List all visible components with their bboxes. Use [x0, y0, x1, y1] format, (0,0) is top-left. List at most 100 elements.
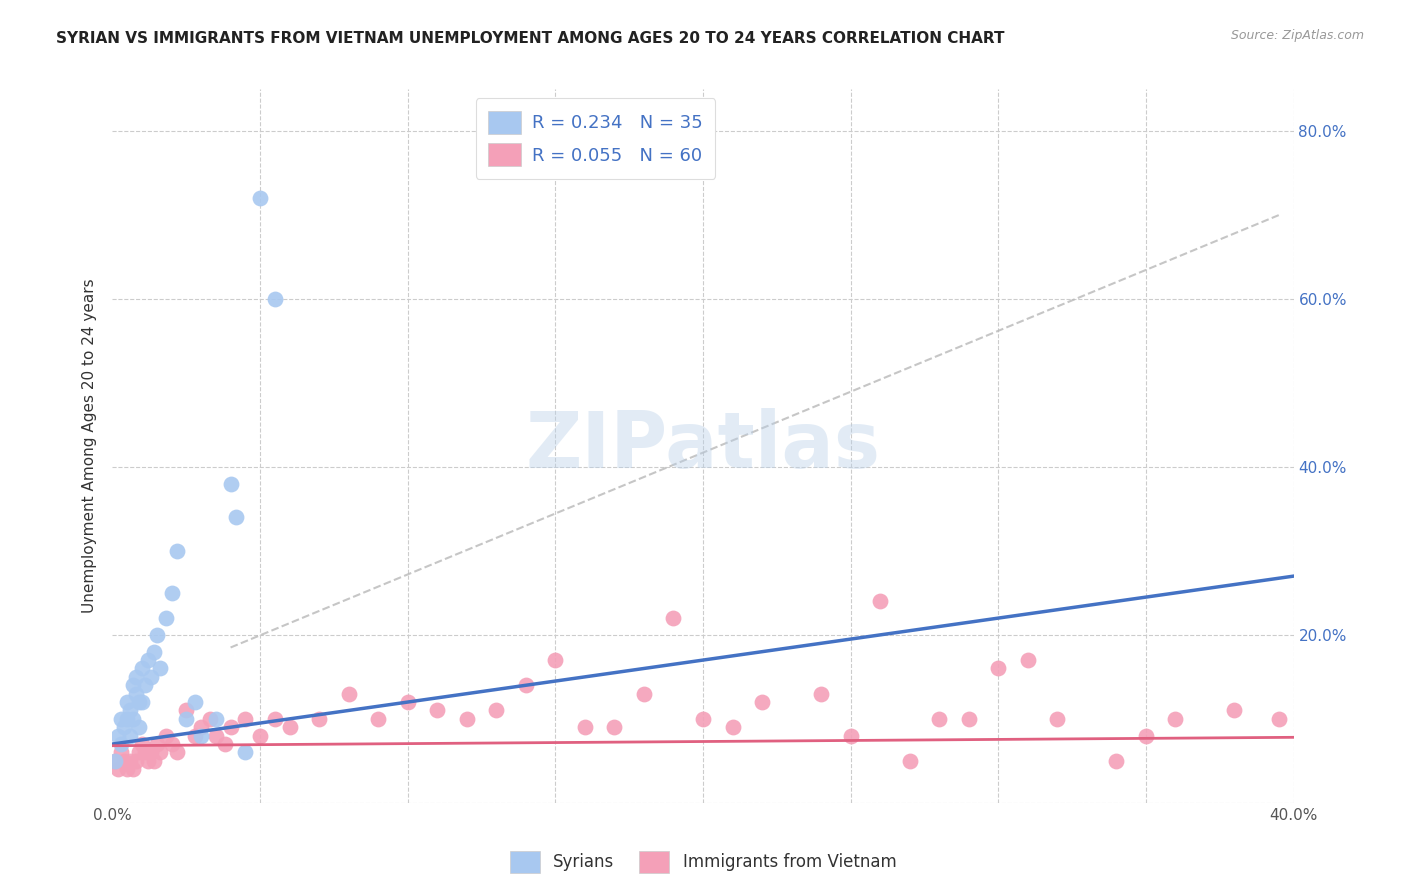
Point [198, 712, 221, 726]
Point [149, 661, 172, 675]
Y-axis label: Unemployment Among Ages 20 to 24 years: Unemployment Among Ages 20 to 24 years [82, 278, 97, 614]
Point [107, 729, 129, 743]
Point [160, 737, 183, 751]
Point [898, 754, 921, 768]
Point [485, 703, 508, 717]
Point [987, 661, 1010, 675]
Point [134, 746, 156, 760]
Point [139, 670, 162, 684]
Point [134, 678, 156, 692]
Point [155, 611, 177, 625]
Point [104, 754, 127, 768]
Point [174, 703, 197, 717]
Point [184, 695, 207, 709]
Point [142, 645, 165, 659]
Point [122, 712, 145, 726]
Point [142, 754, 165, 768]
Point [131, 737, 153, 751]
Point [205, 729, 228, 743]
Point [264, 712, 287, 726]
Point [149, 746, 172, 760]
Point [219, 476, 242, 491]
Point [662, 611, 685, 625]
Point [1105, 754, 1128, 768]
Point [190, 729, 212, 743]
Point [110, 737, 132, 751]
Point [928, 712, 950, 726]
Point [1135, 729, 1157, 743]
Point [233, 712, 256, 726]
Point [166, 746, 188, 760]
Point [104, 754, 127, 768]
Point [136, 653, 159, 667]
Point [396, 695, 419, 709]
Point [1017, 653, 1039, 667]
Point [692, 712, 714, 726]
Point [139, 746, 162, 760]
Point [120, 754, 142, 768]
Point [603, 720, 626, 734]
Point [128, 746, 150, 760]
Legend: Syrians, Immigrants from Vietnam: Syrians, Immigrants from Vietnam [503, 845, 903, 880]
Point [308, 712, 330, 726]
Text: Source: ZipAtlas.com: Source: ZipAtlas.com [1230, 29, 1364, 42]
Point [120, 703, 142, 717]
Point [146, 737, 169, 751]
Point [120, 729, 142, 743]
Point [249, 191, 271, 205]
Point [633, 687, 655, 701]
Point [166, 544, 188, 558]
Point [131, 695, 153, 709]
Point [456, 712, 478, 726]
Text: ZIPatlas: ZIPatlas [526, 408, 880, 484]
Point [869, 594, 891, 608]
Point [136, 754, 159, 768]
Point [214, 737, 236, 751]
Point [219, 720, 242, 734]
Point [125, 687, 148, 701]
Point [155, 729, 177, 743]
Point [110, 746, 132, 760]
Point [337, 687, 360, 701]
Point [264, 292, 287, 306]
Point [249, 729, 271, 743]
Point [190, 720, 212, 734]
Point [128, 695, 150, 709]
Point [117, 712, 138, 726]
Point [107, 762, 129, 776]
Point [122, 678, 145, 692]
Legend: R = 0.234   N = 35, R = 0.055   N = 60: R = 0.234 N = 35, R = 0.055 N = 60 [475, 98, 716, 179]
Point [515, 678, 537, 692]
Point [367, 712, 389, 726]
Point [160, 586, 183, 600]
Point [125, 670, 148, 684]
Point [146, 628, 169, 642]
Point [205, 712, 228, 726]
Point [225, 510, 247, 524]
Point [278, 720, 301, 734]
Point [174, 712, 197, 726]
Point [125, 754, 148, 768]
Point [839, 729, 862, 743]
Point [1164, 712, 1187, 726]
Point [957, 712, 980, 726]
Point [117, 762, 138, 776]
Point [810, 687, 832, 701]
Point [112, 720, 135, 734]
Point [1223, 703, 1246, 717]
Point [1046, 712, 1069, 726]
Point [544, 653, 567, 667]
Point [122, 762, 145, 776]
Point [751, 695, 773, 709]
Point [117, 695, 138, 709]
Point [426, 703, 449, 717]
Point [112, 754, 135, 768]
Point [721, 720, 744, 734]
Point [128, 720, 150, 734]
Text: SYRIAN VS IMMIGRANTS FROM VIETNAM UNEMPLOYMENT AMONG AGES 20 TO 24 YEARS CORRELA: SYRIAN VS IMMIGRANTS FROM VIETNAM UNEMPL… [56, 31, 1005, 46]
Point [110, 712, 132, 726]
Point [184, 729, 207, 743]
Point [233, 746, 256, 760]
Point [131, 661, 153, 675]
Point [1268, 712, 1291, 726]
